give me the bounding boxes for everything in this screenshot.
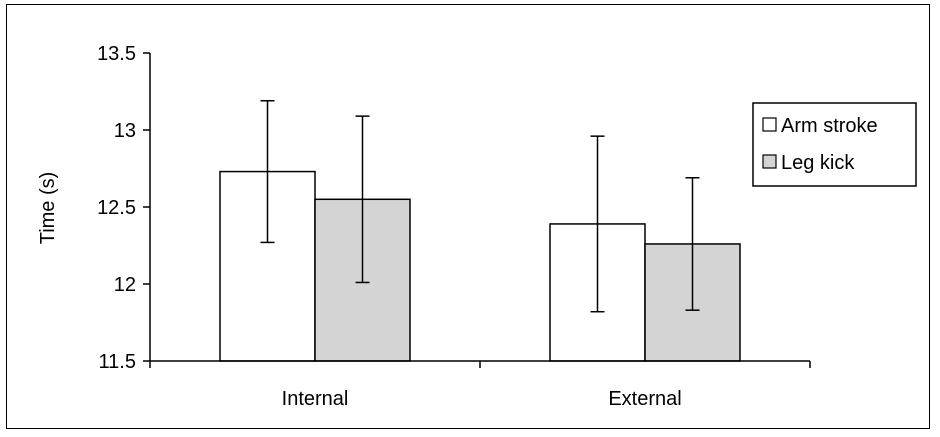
legend-label: Arm stroke (781, 115, 878, 137)
x-tick-label: Internal (282, 388, 349, 410)
x-tick-label: External (608, 388, 681, 410)
legend-box (752, 102, 917, 187)
y-tick-label: 13 (114, 120, 136, 142)
y-tick-label: 12.5 (97, 197, 136, 219)
y-axis-title: Time (s) (37, 172, 59, 245)
y-tick-label: 12 (114, 274, 136, 296)
legend-label: Leg kick (781, 152, 855, 174)
legend-swatch (762, 117, 777, 132)
y-tick-label: 11.5 (99, 351, 136, 373)
chart-frame (6, 4, 930, 429)
legend-swatch (762, 154, 777, 169)
y-tick-label: 13.5 (97, 43, 136, 65)
